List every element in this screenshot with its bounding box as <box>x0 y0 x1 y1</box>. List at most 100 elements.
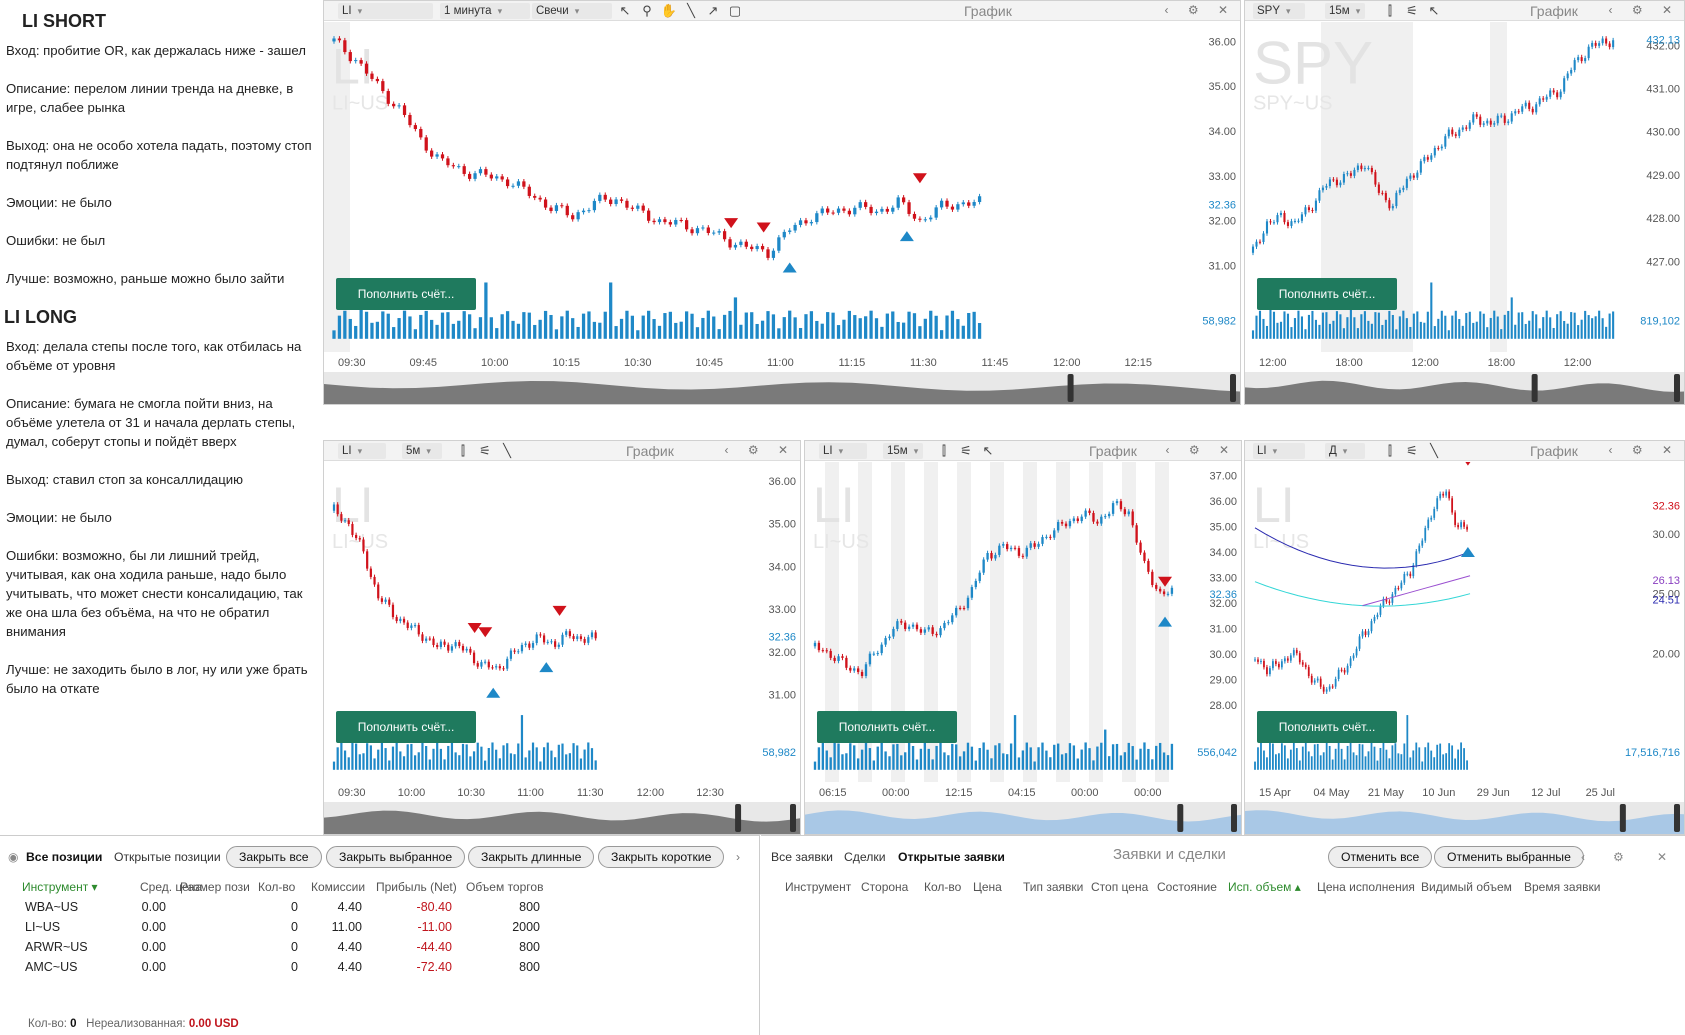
tab-open-orders[interactable]: Открытые заявки <box>898 850 1005 864</box>
table-row[interactable]: AMC~US 0.00 0 4.40 -72.40 800 <box>0 960 600 980</box>
symbol-select[interactable]: LI <box>338 443 386 459</box>
tab-all-orders[interactable]: Все заявки <box>771 850 833 864</box>
window-controls[interactable]: ‹ ⚙ ✕ <box>1608 3 1680 17</box>
hand-icon[interactable]: ✋ <box>660 3 678 18</box>
cursor-icon[interactable]: ↖ <box>982 443 994 458</box>
orders-column-header[interactable]: Состояние <box>1157 880 1217 894</box>
tab-deals[interactable]: Сделки <box>844 850 886 864</box>
indicators-icon[interactable]: ⚟ <box>479 443 491 458</box>
positions-column-header[interactable]: Прибыль (Net) <box>376 880 457 894</box>
window-controls[interactable]: ‹ ⚙ ✕ <box>724 443 796 457</box>
orders-column-header[interactable]: Кол-во <box>924 880 962 894</box>
orders-column-header[interactable]: Цена <box>973 880 1002 894</box>
interval-select[interactable]: 15м <box>883 443 923 459</box>
chevron-left-icon[interactable]: ‹ <box>1581 850 1586 864</box>
positions-column-header[interactable]: Кол-во <box>258 880 296 894</box>
orders-column-header[interactable]: Стоп цена <box>1091 880 1149 894</box>
orders-column-header[interactable]: Цена исполнения <box>1317 880 1415 894</box>
positions-column-header[interactable]: Комиссии <box>311 880 366 894</box>
positions-column-header[interactable]: Объем торгов <box>466 880 544 894</box>
navigator-handle[interactable] <box>1674 804 1680 832</box>
chart-plot[interactable]: LILI~US36.0035.0034.0033.0032.0031.0032.… <box>324 22 1241 374</box>
positions-column-header[interactable]: Сред. цена <box>140 880 203 894</box>
candle-icon[interactable]: ⫿ <box>941 443 947 458</box>
navigator-handle[interactable] <box>1177 804 1184 832</box>
orders-column-header[interactable]: Сторона <box>861 880 909 894</box>
fill-account-button[interactable]: Пополнить счёт... <box>817 711 957 744</box>
close-all-button[interactable]: Закрыть все <box>226 846 322 868</box>
chart-plot[interactable]: LILI~US36.0035.0034.0033.0032.0031.0032.… <box>324 462 801 804</box>
candle-icon[interactable]: ⫿ <box>1387 3 1393 18</box>
rect-icon[interactable]: ▢ <box>728 3 742 18</box>
line-icon[interactable]: ╲ <box>687 3 695 18</box>
fill-account-button[interactable]: Пополнить счёт... <box>1257 278 1397 311</box>
cancel-selected-button[interactable]: Отменить выбранные <box>1434 846 1584 868</box>
fill-account-button[interactable]: Пополнить счёт... <box>336 278 476 311</box>
navigator-area[interactable] <box>324 802 801 834</box>
arrow-icon[interactable]: ↗ <box>707 3 719 18</box>
positions-column-header[interactable]: Размер пози <box>180 880 250 894</box>
navigator-handle[interactable] <box>1531 374 1538 402</box>
interval-select[interactable]: 15м <box>1325 3 1365 19</box>
zoom-icon[interactable]: ⚲ <box>642 3 652 18</box>
symbol-select[interactable]: SPY <box>1253 3 1305 19</box>
orders-column-header[interactable]: Видимый объем <box>1421 880 1512 894</box>
orders-column-header[interactable]: Инструмент <box>785 880 852 894</box>
orders-column-header[interactable]: Время заявки <box>1524 880 1601 894</box>
cursor-icon[interactable]: ↖ <box>619 3 631 18</box>
navigator-handle[interactable] <box>790 804 796 832</box>
navigator-area[interactable] <box>1245 372 1685 404</box>
scroll-right-icon[interactable]: › <box>736 850 741 864</box>
navigator-handle[interactable] <box>1230 374 1236 402</box>
window-controls[interactable]: ‹ ⚙ ✕ <box>1608 443 1680 457</box>
style-select[interactable]: Свечи <box>532 3 612 19</box>
navigator-handle[interactable] <box>1067 374 1074 402</box>
navigator-area[interactable] <box>1245 802 1685 834</box>
fill-account-button[interactable]: Пополнить счёт... <box>336 711 476 744</box>
candle-icon[interactable]: ⫿ <box>460 443 466 458</box>
orders-column-header[interactable]: Исп. объем ▴ <box>1228 880 1301 894</box>
line-icon[interactable]: ╲ <box>1430 443 1438 458</box>
interval-select[interactable]: Д <box>1325 443 1365 459</box>
window-controls[interactable]: ‹ ⚙ ✕ <box>1164 3 1236 17</box>
indicators-icon[interactable]: ⚟ <box>1406 3 1418 18</box>
chart-navigator-scrollbar[interactable] <box>1245 802 1684 834</box>
close-icon[interactable]: ✕ <box>1657 850 1668 864</box>
close-short-button[interactable]: Закрыть короткие <box>598 846 725 868</box>
gear-icon[interactable]: ⚙ <box>1613 850 1624 864</box>
fill-account-button[interactable]: Пополнить счёт... <box>1257 711 1397 744</box>
indicators-icon[interactable]: ⚟ <box>1406 443 1418 458</box>
interval-select[interactable]: 5м <box>402 443 442 459</box>
chart-navigator-scrollbar[interactable] <box>805 802 1241 834</box>
candle-icon[interactable]: ⫿ <box>1387 443 1393 458</box>
close-selected-button[interactable]: Закрыть выбранное <box>326 846 466 868</box>
interval-select[interactable]: 1 минута <box>440 3 530 19</box>
table-row[interactable]: WBA~US 0.00 0 4.40 -80.40 800 <box>0 900 600 920</box>
indicators-icon[interactable]: ⚟ <box>960 443 972 458</box>
cursor-icon[interactable]: ↖ <box>1428 3 1440 18</box>
tab-all-positions[interactable]: Все позиции <box>26 850 103 864</box>
navigator-handle[interactable] <box>1231 804 1237 832</box>
tab-open-positions[interactable]: Открытые позиции <box>114 850 221 864</box>
orders-column-header[interactable]: Тип заявки <box>1023 880 1084 894</box>
chart-navigator-scrollbar[interactable] <box>324 802 800 834</box>
symbol-select[interactable]: LI <box>338 3 433 19</box>
positions-column-header[interactable]: Инструмент ▾ <box>22 880 98 894</box>
navigator-area[interactable] <box>805 802 1242 834</box>
navigator-handle[interactable] <box>1674 374 1680 402</box>
symbol-select[interactable]: LI <box>1253 443 1305 459</box>
chart-navigator-scrollbar[interactable] <box>1245 372 1684 404</box>
cancel-all-button[interactable]: Отменить все <box>1328 846 1433 868</box>
symbol-select[interactable]: LI <box>819 443 867 459</box>
table-row[interactable]: ARWR~US 0.00 0 4.40 -44.40 800 <box>0 940 600 960</box>
close-long-button[interactable]: Закрыть длинные <box>468 846 595 868</box>
line-icon[interactable]: ╲ <box>503 443 511 458</box>
window-controls[interactable]: ‹ ⚙ ✕ <box>1165 443 1237 457</box>
navigator-area[interactable] <box>324 372 1241 404</box>
table-row[interactable]: LI~US 0.00 0 11.00 -11.00 2000 <box>0 920 600 940</box>
chart-navigator-scrollbar[interactable] <box>324 372 1240 404</box>
navigator-handle[interactable] <box>735 804 742 832</box>
